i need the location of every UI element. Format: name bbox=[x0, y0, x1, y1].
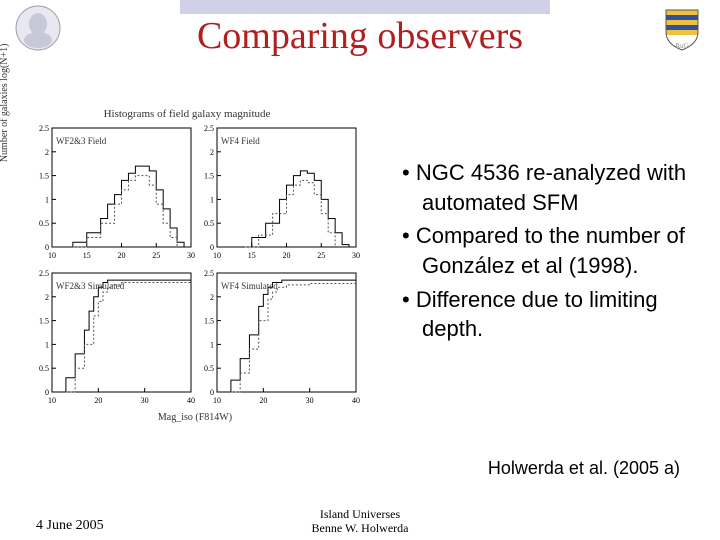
panel-label-2: WF2&3 Simulated bbox=[56, 281, 124, 291]
panel-0: 00.511.522.51015202530WF2&3 Field bbox=[30, 122, 195, 267]
svg-text:25: 25 bbox=[152, 251, 160, 260]
svg-text:1.5: 1.5 bbox=[204, 317, 214, 326]
svg-text:20: 20 bbox=[94, 396, 102, 405]
bullet-list: NGC 4536 re-analyzed with automated SFM … bbox=[402, 158, 702, 348]
svg-text:30: 30 bbox=[352, 251, 360, 260]
panel-2: 00.511.522.510203040WF2&3 Simulated bbox=[30, 267, 195, 412]
panel-label-0: WF2&3 Field bbox=[56, 136, 106, 146]
svg-text:10: 10 bbox=[48, 396, 56, 405]
footer-center: Island Universes Benne W. Holwerda bbox=[0, 508, 720, 536]
slide-title: Comparing observers bbox=[0, 14, 720, 58]
figure-xlabel: Mag_iso (F814W) bbox=[30, 412, 360, 423]
svg-text:2: 2 bbox=[210, 148, 214, 157]
svg-text:40: 40 bbox=[187, 396, 195, 405]
svg-text:2: 2 bbox=[45, 148, 49, 157]
svg-text:10: 10 bbox=[213, 251, 221, 260]
footer-line1: Island Universes bbox=[320, 507, 400, 521]
svg-text:15: 15 bbox=[83, 251, 91, 260]
svg-text:2: 2 bbox=[45, 293, 49, 302]
svg-text:30: 30 bbox=[141, 396, 149, 405]
svg-text:0.5: 0.5 bbox=[204, 219, 214, 228]
svg-text:30: 30 bbox=[306, 396, 314, 405]
svg-text:2.5: 2.5 bbox=[204, 269, 214, 278]
svg-text:1.5: 1.5 bbox=[204, 172, 214, 181]
svg-text:2.5: 2.5 bbox=[204, 124, 214, 133]
bullet-item: NGC 4536 re-analyzed with automated SFM bbox=[402, 158, 702, 217]
svg-text:20: 20 bbox=[118, 251, 126, 260]
panel-label-1: WF4 Field bbox=[221, 136, 260, 146]
svg-text:20: 20 bbox=[259, 396, 267, 405]
svg-text:0.5: 0.5 bbox=[39, 364, 49, 373]
svg-text:0.5: 0.5 bbox=[204, 364, 214, 373]
svg-text:40: 40 bbox=[352, 396, 360, 405]
bullet-item: Difference due to limiting depth. bbox=[402, 285, 702, 344]
svg-text:2.5: 2.5 bbox=[39, 269, 49, 278]
svg-text:15: 15 bbox=[248, 251, 256, 260]
figure-ylabel: Number of galaxies log(N+1) bbox=[0, 43, 10, 162]
panel-1: 00.511.522.51015202530WF4 Field bbox=[195, 122, 360, 267]
svg-text:2.5: 2.5 bbox=[39, 124, 49, 133]
bullet-item: Compared to the number of González et al… bbox=[402, 221, 702, 280]
svg-text:1.5: 1.5 bbox=[39, 172, 49, 181]
panel-3: 00.511.522.510203040WF4 Simulated bbox=[195, 267, 360, 412]
citation-text: Holwerda et al. (2005 a) bbox=[488, 458, 680, 479]
svg-text:1.5: 1.5 bbox=[39, 317, 49, 326]
svg-text:1: 1 bbox=[45, 340, 49, 349]
svg-text:2: 2 bbox=[210, 293, 214, 302]
svg-text:25: 25 bbox=[317, 251, 325, 260]
svg-text:10: 10 bbox=[48, 251, 56, 260]
svg-text:1: 1 bbox=[210, 195, 214, 204]
svg-text:20: 20 bbox=[283, 251, 291, 260]
svg-text:10: 10 bbox=[213, 396, 221, 405]
svg-text:30: 30 bbox=[187, 251, 195, 260]
figure-panels: 00.511.522.51015202530WF2&3 Field 00.511… bbox=[30, 122, 360, 412]
svg-text:0.5: 0.5 bbox=[39, 219, 49, 228]
figure-container: Histograms of field galaxy magnitude Num… bbox=[12, 108, 362, 438]
svg-text:1: 1 bbox=[45, 195, 49, 204]
figure-title: Histograms of field galaxy magnitude bbox=[12, 108, 362, 120]
header-accent-bar bbox=[180, 0, 550, 14]
footer-line2: Benne W. Holwerda bbox=[312, 521, 409, 535]
panel-label-3: WF4 Simulated bbox=[221, 281, 278, 291]
svg-text:1: 1 bbox=[210, 340, 214, 349]
